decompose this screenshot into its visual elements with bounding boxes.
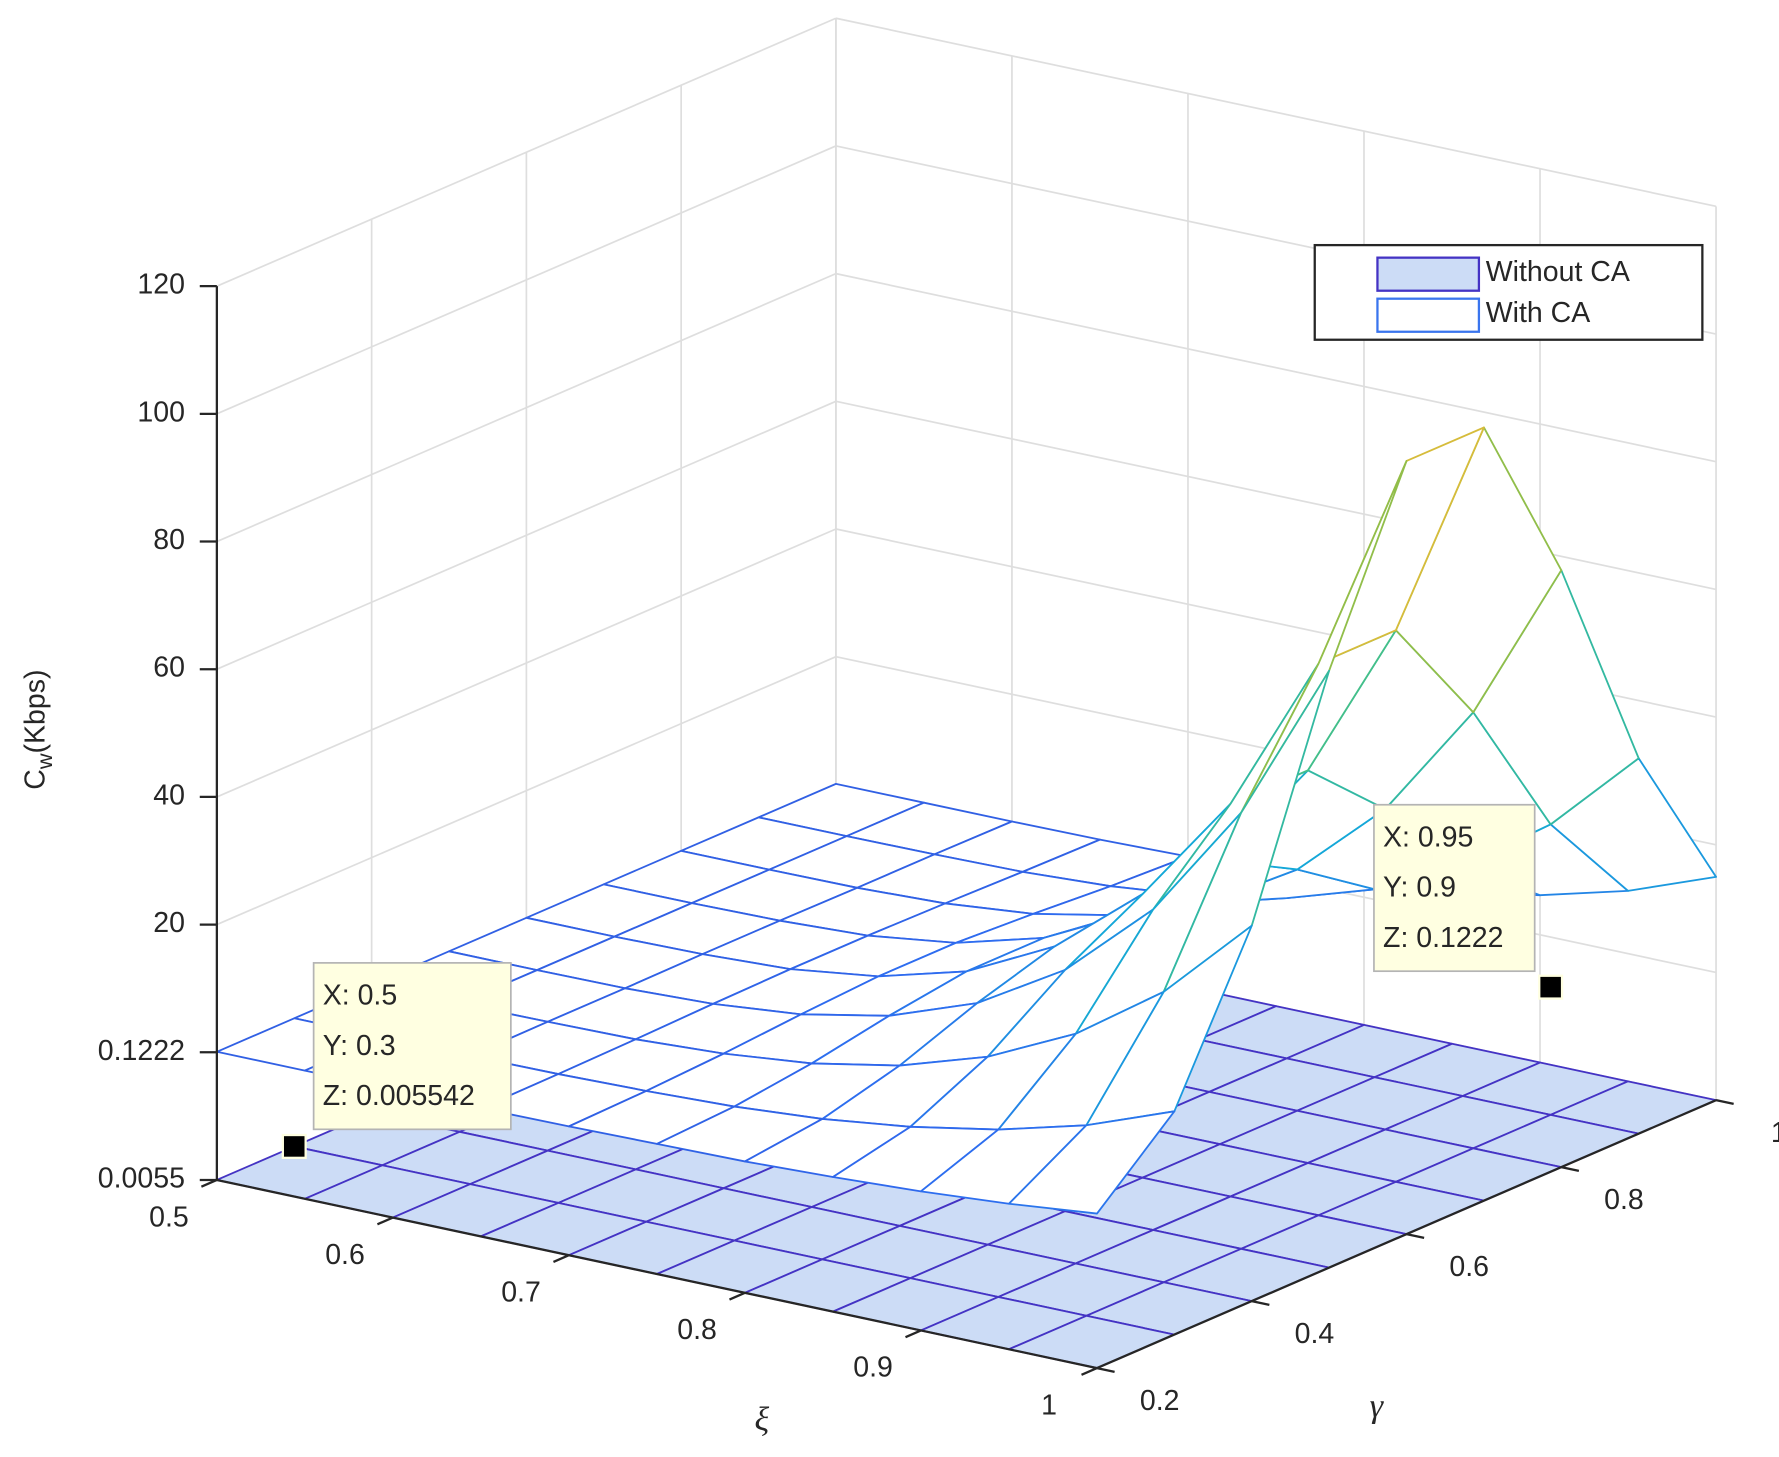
grid-line xyxy=(835,400,1717,591)
x-tick-label: 0.7 xyxy=(501,1277,541,1309)
legend-label: With CA xyxy=(1486,297,1591,329)
x-axis-label: ξ xyxy=(754,1402,769,1439)
z-axis-label: Cw(Kbps) xyxy=(19,670,56,790)
z-tick-label: 0.0055 xyxy=(98,1162,185,1194)
grid-line xyxy=(216,655,837,926)
legend-swatch xyxy=(1376,297,1481,333)
y-tick-label: 0.2 xyxy=(1140,1385,1180,1417)
grid-line xyxy=(216,145,837,415)
z-tick-label: 100 xyxy=(137,396,185,428)
y-tick xyxy=(1096,1366,1115,1373)
z-tick-label: 60 xyxy=(153,652,185,684)
y-tick-label: 0.8 xyxy=(1604,1184,1644,1216)
x-tick-label: 0.6 xyxy=(325,1239,365,1271)
z-tick-label: 120 xyxy=(137,269,185,301)
x-tick xyxy=(376,1216,394,1226)
z-label-sub: w xyxy=(32,753,57,770)
x-tick-label: 0.9 xyxy=(853,1352,893,1384)
z-label-main: C xyxy=(19,769,51,790)
datatip-text: X: 0.95 xyxy=(1383,821,1473,853)
datatip-text: Y: 0.9 xyxy=(1383,872,1456,904)
datatip-box xyxy=(1373,803,1536,973)
y-tick xyxy=(1561,1166,1580,1173)
y-tick xyxy=(1251,1299,1270,1306)
grid-line xyxy=(835,17,1717,208)
datatip-text: Y: 0.3 xyxy=(323,1030,396,1062)
z-label-rest: (Kbps) xyxy=(19,670,51,754)
y-tick-label: 0.4 xyxy=(1295,1318,1335,1350)
datatip-marker xyxy=(281,1133,307,1159)
datatip-marker xyxy=(1538,974,1564,1000)
x-tick xyxy=(729,1291,746,1301)
legend-swatch xyxy=(1376,256,1481,292)
z-tick-label: 20 xyxy=(153,907,185,939)
datatip-text: Z: 0.1222 xyxy=(1383,922,1503,954)
y-tick-label: 1 xyxy=(1771,1117,1779,1149)
axes: 0.5 0.6 0.7 0.8 0.9 1 0.2 0.4 0.6 0.8 1 0.0055 0.122… xyxy=(98,269,1779,1422)
grid-line xyxy=(216,17,837,287)
x-tick-label: 1 xyxy=(1041,1389,1057,1421)
x-axis xyxy=(216,1178,1098,1370)
grid-line xyxy=(216,272,837,543)
grid-line xyxy=(216,528,837,798)
datatips: X: 0.5 Y: 0.3 Z: 0.005542 X: 0.95 Y: 0.9 Z: 0… xyxy=(281,803,1564,1159)
x-tick-label: 0.5 xyxy=(149,1201,189,1233)
grid-line xyxy=(216,400,837,671)
z-tick-label: 80 xyxy=(153,524,185,556)
legend-label: Without CA xyxy=(1486,256,1630,288)
datatip-text: X: 0.5 xyxy=(323,980,397,1012)
x-tick xyxy=(905,1329,922,1339)
datatip-text: Z: 0.005542 xyxy=(323,1080,475,1112)
grid-line xyxy=(835,272,1717,463)
x-tick xyxy=(552,1254,570,1263)
z-tick-label: 40 xyxy=(153,779,185,811)
y-tick-label: 0.6 xyxy=(1449,1251,1489,1283)
y-axis-label: γ xyxy=(1370,1388,1385,1425)
y-tick xyxy=(1715,1099,1734,1106)
legend: Without CA With CA xyxy=(1313,243,1704,341)
x-tick-label: 0.8 xyxy=(677,1314,717,1346)
z-tick-label: 0.1222 xyxy=(98,1035,185,1067)
y-tick xyxy=(1406,1233,1425,1239)
datatip-box xyxy=(312,962,512,1131)
surface-patch xyxy=(1008,1110,1176,1215)
x-tick xyxy=(1081,1367,1098,1376)
